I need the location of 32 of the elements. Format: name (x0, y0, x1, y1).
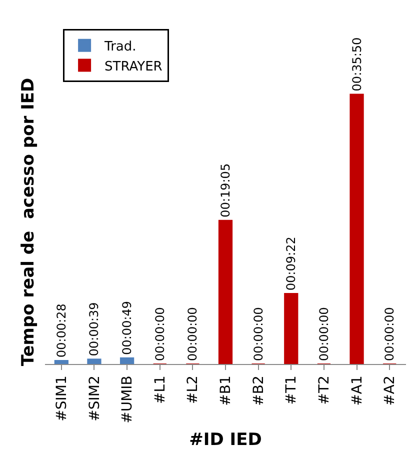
x-tick-label: #B2 (250, 376, 267, 406)
data-label: 00:00:39 (87, 302, 102, 356)
data-label: 00:00:00 (251, 307, 266, 361)
bar (120, 357, 134, 364)
x-tick-label: #A2 (382, 376, 398, 406)
y-axis-title: Tempo real de acesso por IED (18, 78, 39, 366)
bar (87, 358, 102, 364)
legend-label: STRAYER (104, 59, 162, 74)
data-label: 00:19:05 (218, 163, 232, 218)
data-label: 00:00:00 (186, 307, 200, 361)
x-tick-label: #B1 (218, 376, 234, 406)
x-tick-label: #L1 (152, 376, 168, 404)
bar (218, 220, 233, 364)
x-tick-label: #UMIB (120, 376, 136, 424)
x-tick-label: #SIM2 (86, 376, 103, 422)
x-axis-title: #ID IED (189, 430, 262, 450)
x-tick-label: #T1 (284, 376, 300, 405)
data-label: 00:00:00 (152, 307, 167, 361)
data-label: 00:00:49 (120, 300, 134, 355)
data-label: 00:35:50 (350, 37, 364, 92)
x-tick-label: #SIM1 (54, 376, 70, 422)
data-label: 00:09:22 (284, 236, 298, 290)
x-tick-label: #T2 (316, 376, 332, 405)
data-label: 00:00:00 (316, 307, 331, 361)
data-label: 00:00:28 (54, 304, 68, 358)
bar (54, 360, 68, 364)
legend-label: Trad. (104, 39, 136, 54)
bar (284, 292, 298, 364)
data-label: 00:00:00 (382, 307, 397, 361)
x-tick-label: #L2 (185, 376, 202, 404)
x-tick-label: #A1 (349, 376, 366, 406)
bar (350, 94, 364, 364)
